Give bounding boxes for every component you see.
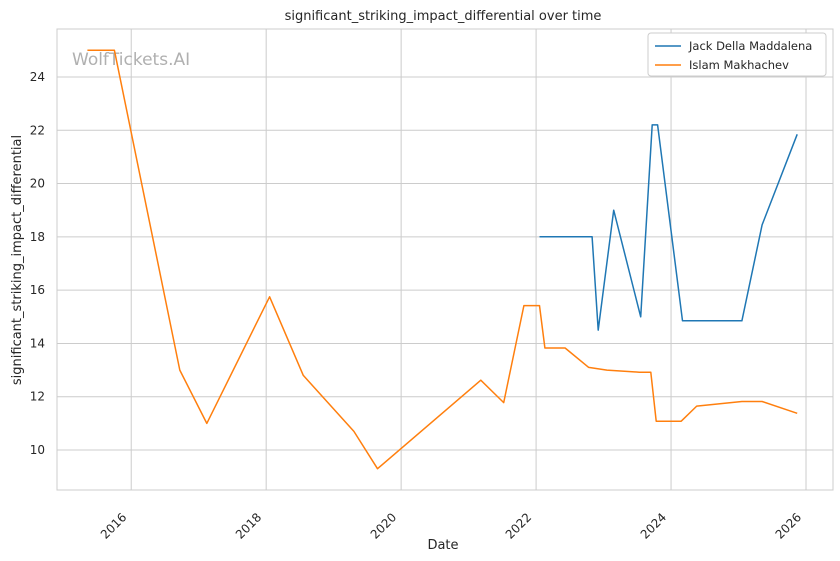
y-tick-label: 16 [30,283,45,297]
series-layer [87,49,798,470]
y-tick-label: 10 [30,443,45,457]
legend-box [647,32,827,77]
y-axis-label: significant_striking_impact_differential [10,135,25,385]
grid-lines [57,29,833,490]
x-axis-label: Date [427,538,458,553]
y-tick-label: 24 [30,70,45,84]
plot-area [56,28,834,491]
y-tick-label: 20 [30,177,45,191]
x-tick-label: 2022 [503,510,534,541]
series-line-1 [87,49,798,470]
legend-entry: Islam Makhachev [689,58,789,72]
legend: Jack Della Maddalena Islam Makhachev [647,32,827,77]
x-tick-label: 2024 [638,510,669,541]
x-tick-label: 2018 [233,510,264,541]
series-line-0 [539,124,798,331]
y-tick-label: 14 [30,336,45,350]
legend-entry: Jack Della Maddalena [688,39,812,53]
chart-title: significant_striking_impact_differential… [285,9,602,24]
y-tick-label: 12 [30,390,45,404]
watermark-text: WolfTickets.AI [72,50,190,70]
y-tick-label: 22 [30,123,45,137]
x-axis-ticks: 2016 2018 2020 2022 2024 2026 [98,510,804,541]
x-tick-label: 2026 [773,510,804,541]
y-axis-ticks: 10 12 14 16 18 20 22 24 [30,70,45,457]
x-tick-label: 2016 [98,510,129,541]
x-tick-label: 2020 [368,510,399,541]
y-tick-label: 18 [30,230,45,244]
